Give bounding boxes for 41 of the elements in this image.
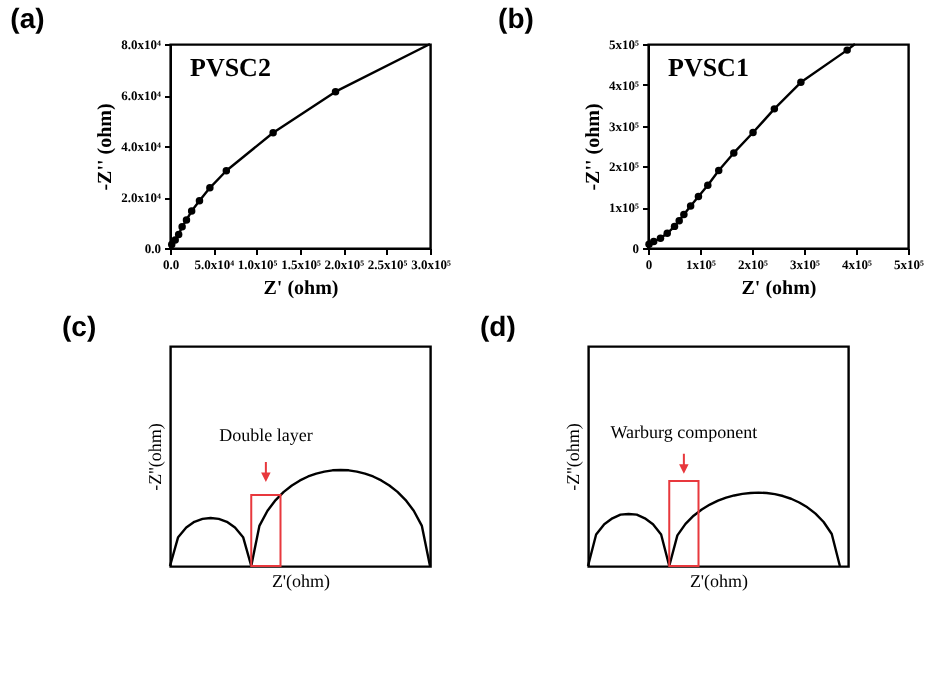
- point: [187, 207, 196, 215]
- point: [680, 210, 688, 219]
- point: [675, 216, 683, 225]
- point: [770, 105, 779, 113]
- point: [694, 192, 703, 201]
- y-axis-title: -Z'' (ohm): [95, 103, 118, 191]
- annotation: PVSC2: [190, 52, 271, 82]
- point: [843, 46, 851, 54]
- point: [670, 222, 679, 231]
- x-axis-title: Z' (ohm): [741, 278, 817, 300]
- point: [663, 229, 671, 238]
- point: [714, 166, 723, 175]
- point: [269, 129, 277, 137]
- point: [797, 78, 805, 87]
- annotation: PVSC1: [668, 52, 749, 82]
- point: [704, 181, 712, 189]
- x-axis-title: Z' (ohm): [263, 278, 339, 300]
- point: [174, 230, 183, 239]
- x-axis-title: Z'(ohm): [271, 571, 331, 591]
- point: [656, 234, 665, 242]
- y-axis-title: -Z''(ohm): [563, 423, 583, 491]
- chart-title: (c): [62, 310, 97, 342]
- point: [171, 236, 179, 244]
- point: [182, 216, 191, 224]
- chart-title: (b): [498, 2, 534, 34]
- point: [206, 184, 214, 192]
- y-axis-title: -Z'' (ohm): [583, 103, 606, 191]
- text: Double layer: [219, 424, 313, 445]
- x-axis-title: Z'(ohm): [689, 571, 749, 591]
- chart-title: (a): [10, 2, 45, 34]
- point: [649, 237, 658, 246]
- text: Warburg component: [610, 422, 759, 443]
- point: [749, 128, 757, 137]
- y-axis-title: -Z''(ohm): [145, 423, 165, 491]
- point: [195, 197, 204, 205]
- point: [730, 149, 738, 157]
- point: [686, 202, 695, 210]
- point: [222, 167, 231, 175]
- chart-title: (d): [480, 310, 516, 342]
- point: [178, 223, 186, 231]
- point: [331, 87, 340, 96]
